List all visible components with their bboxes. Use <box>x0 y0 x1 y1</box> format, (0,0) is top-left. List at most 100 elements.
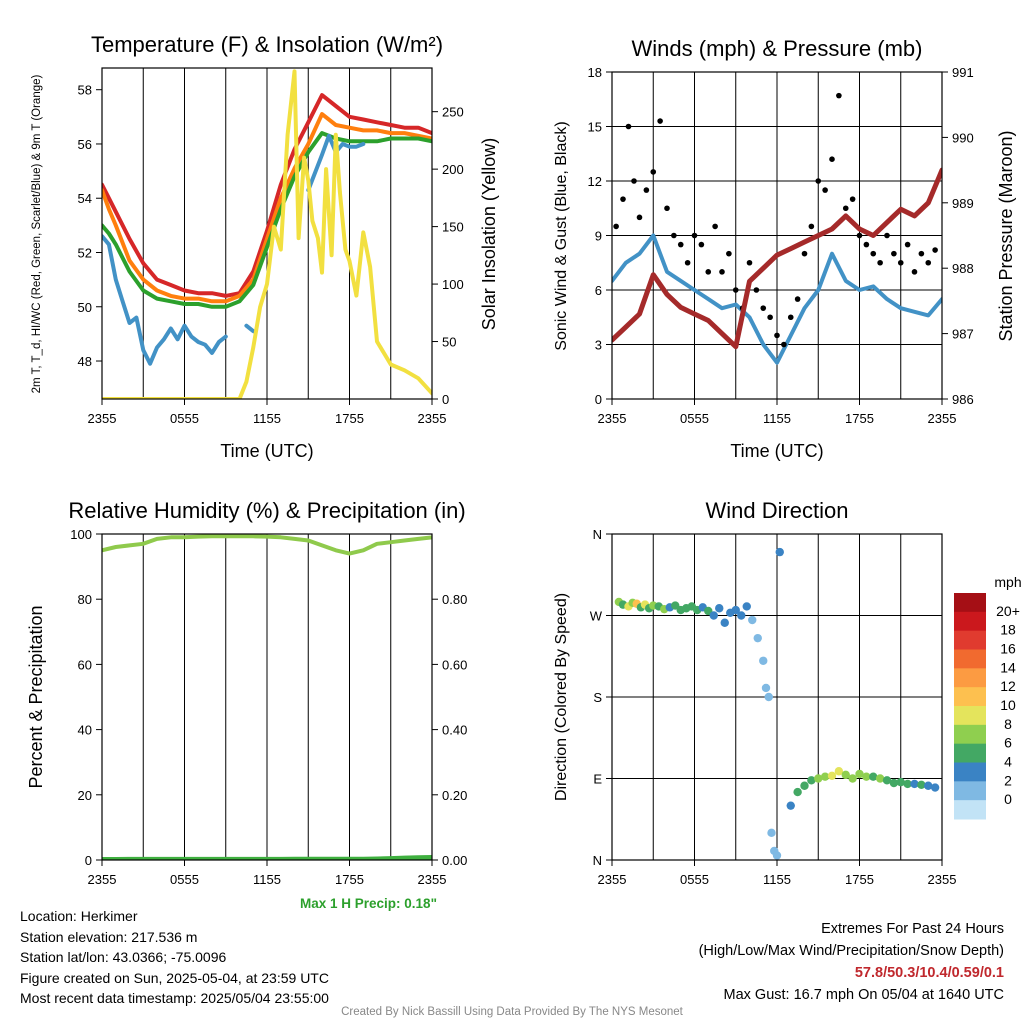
y2-tick-label: 50 <box>442 335 456 350</box>
direction-point <box>917 780 926 790</box>
y-axis-label: Sonic Wind & Gust (Blue, Black) <box>553 121 570 350</box>
direction-point <box>896 777 905 787</box>
colorbar-swatch <box>954 630 986 650</box>
y2-axis-label: Solar Insolation (Yellow) <box>479 138 499 330</box>
series-line-2 <box>612 167 942 350</box>
direction-point <box>930 783 940 792</box>
gust-point <box>856 232 863 239</box>
gust-point <box>904 241 911 248</box>
extremes-values: 57.8/50.3/10.4/0.59/0.1 <box>854 965 1004 981</box>
colorbar-swatch <box>954 611 986 632</box>
direction-point <box>759 656 768 665</box>
gust-point <box>643 187 650 193</box>
direction-point <box>753 633 762 643</box>
series-line-4 <box>102 69 432 399</box>
y-tick-label: 9 <box>595 229 602 244</box>
gust-point <box>613 223 619 230</box>
colorbar-label: 20+ <box>996 603 1020 619</box>
direction-point <box>767 828 776 838</box>
y-tick-label: 0 <box>85 853 92 868</box>
gust-point <box>657 118 663 124</box>
colorbar-title: mph <box>994 574 1021 590</box>
x-tick-label: 1755 <box>335 411 364 426</box>
y-tick-label: 56 <box>78 137 92 152</box>
y-tick-label: 0 <box>595 392 602 407</box>
colorbar-swatch <box>954 781 986 801</box>
x-tick-label: 1755 <box>845 872 874 887</box>
gust-point <box>698 241 705 248</box>
x-axis-label: Time (UTC) <box>220 441 313 461</box>
y-tick-label: 12 <box>588 174 602 189</box>
direction-point <box>834 767 844 776</box>
x-tick-label: 0555 <box>170 872 199 887</box>
y-tick-label: 20 <box>78 788 92 803</box>
gust-point <box>932 247 938 253</box>
colorbar-swatch <box>954 743 986 763</box>
gust-point <box>677 241 684 248</box>
y2-tick-label: 986 <box>952 392 974 407</box>
plot-frame <box>611 71 943 400</box>
extremes-info: Extremes For Past 24 Hours (High/Low/Max… <box>699 918 1004 1006</box>
gust-point <box>712 223 718 230</box>
gust-point <box>774 332 780 339</box>
chart-title: Winds (mph) & Pressure (mb) <box>632 36 923 61</box>
colorbar-label: 8 <box>1004 716 1012 732</box>
y2-tick-label: 100 <box>442 277 464 292</box>
y-tick-label: E <box>593 772 602 787</box>
series-line-0 <box>102 93 432 298</box>
x-tick-label: 1155 <box>763 411 791 426</box>
direction-point <box>869 772 878 781</box>
x-tick-label: 0555 <box>170 411 199 426</box>
direction-point <box>731 605 740 615</box>
gust-point <box>787 314 794 321</box>
gust-point <box>719 269 725 275</box>
series-line-3 <box>102 133 366 366</box>
x-tick-label: 2355 <box>928 411 957 426</box>
y2-tick-label: 987 <box>952 327 974 342</box>
x-tick-label: 0555 <box>680 411 709 426</box>
direction-point <box>737 611 746 620</box>
colorbar-label: 2 <box>1004 772 1012 788</box>
direction-point <box>882 776 892 785</box>
gust-point <box>664 205 670 212</box>
direction-point <box>793 787 802 797</box>
direction-point <box>820 772 830 781</box>
colorbar-label: 0 <box>1004 791 1012 807</box>
y-tick-label: N <box>593 527 602 542</box>
colorbar-label: 18 <box>1000 622 1016 638</box>
colorbar-swatch <box>954 668 986 688</box>
direction-point <box>827 771 837 780</box>
x-tick-label: 1155 <box>253 872 281 887</box>
y-tick-label: 54 <box>78 191 92 206</box>
y2-tick-label: 0.20 <box>442 788 467 803</box>
plot-frame <box>611 533 943 861</box>
gust-point <box>849 196 856 202</box>
gust-point <box>808 223 815 230</box>
y-axis-label: 2m T, T_d, HI/WC (Red, Green, Scarlet/Bl… <box>31 74 43 393</box>
x-tick-label: 1755 <box>335 872 364 887</box>
gust-point <box>836 92 842 99</box>
y2-tick-label: 0.60 <box>442 657 467 672</box>
direction-point <box>709 611 718 620</box>
gust-point <box>863 241 870 248</box>
y-tick-label: 100 <box>70 527 92 542</box>
gust-point <box>650 169 657 175</box>
max-gust-text: Max Gust: 16.7 mph On 05/04 at 1640 UTC <box>723 987 1004 1003</box>
y-tick-label: 18 <box>588 65 602 80</box>
colorbar-swatch <box>954 649 986 669</box>
plot-area <box>102 69 432 399</box>
y2-tick-label: 200 <box>442 162 464 177</box>
colorbar-label: 12 <box>1000 678 1016 694</box>
colorbar-swatch <box>954 800 986 820</box>
direction-point <box>903 779 912 789</box>
chart-title: Relative Humidity (%) & Precipitation (i… <box>68 498 465 523</box>
y-tick-label: 6 <box>595 283 602 298</box>
colorbar-swatch <box>954 706 986 726</box>
x-tick-label: 2355 <box>418 411 447 426</box>
chart-title: Temperature (F) & Insolation (W/m²) <box>91 32 443 57</box>
direction-point <box>715 604 724 613</box>
y2-tick-label: 0 <box>442 392 449 407</box>
direction-point <box>800 781 809 790</box>
direction-point <box>786 801 795 810</box>
y-tick-label: 3 <box>595 338 602 353</box>
